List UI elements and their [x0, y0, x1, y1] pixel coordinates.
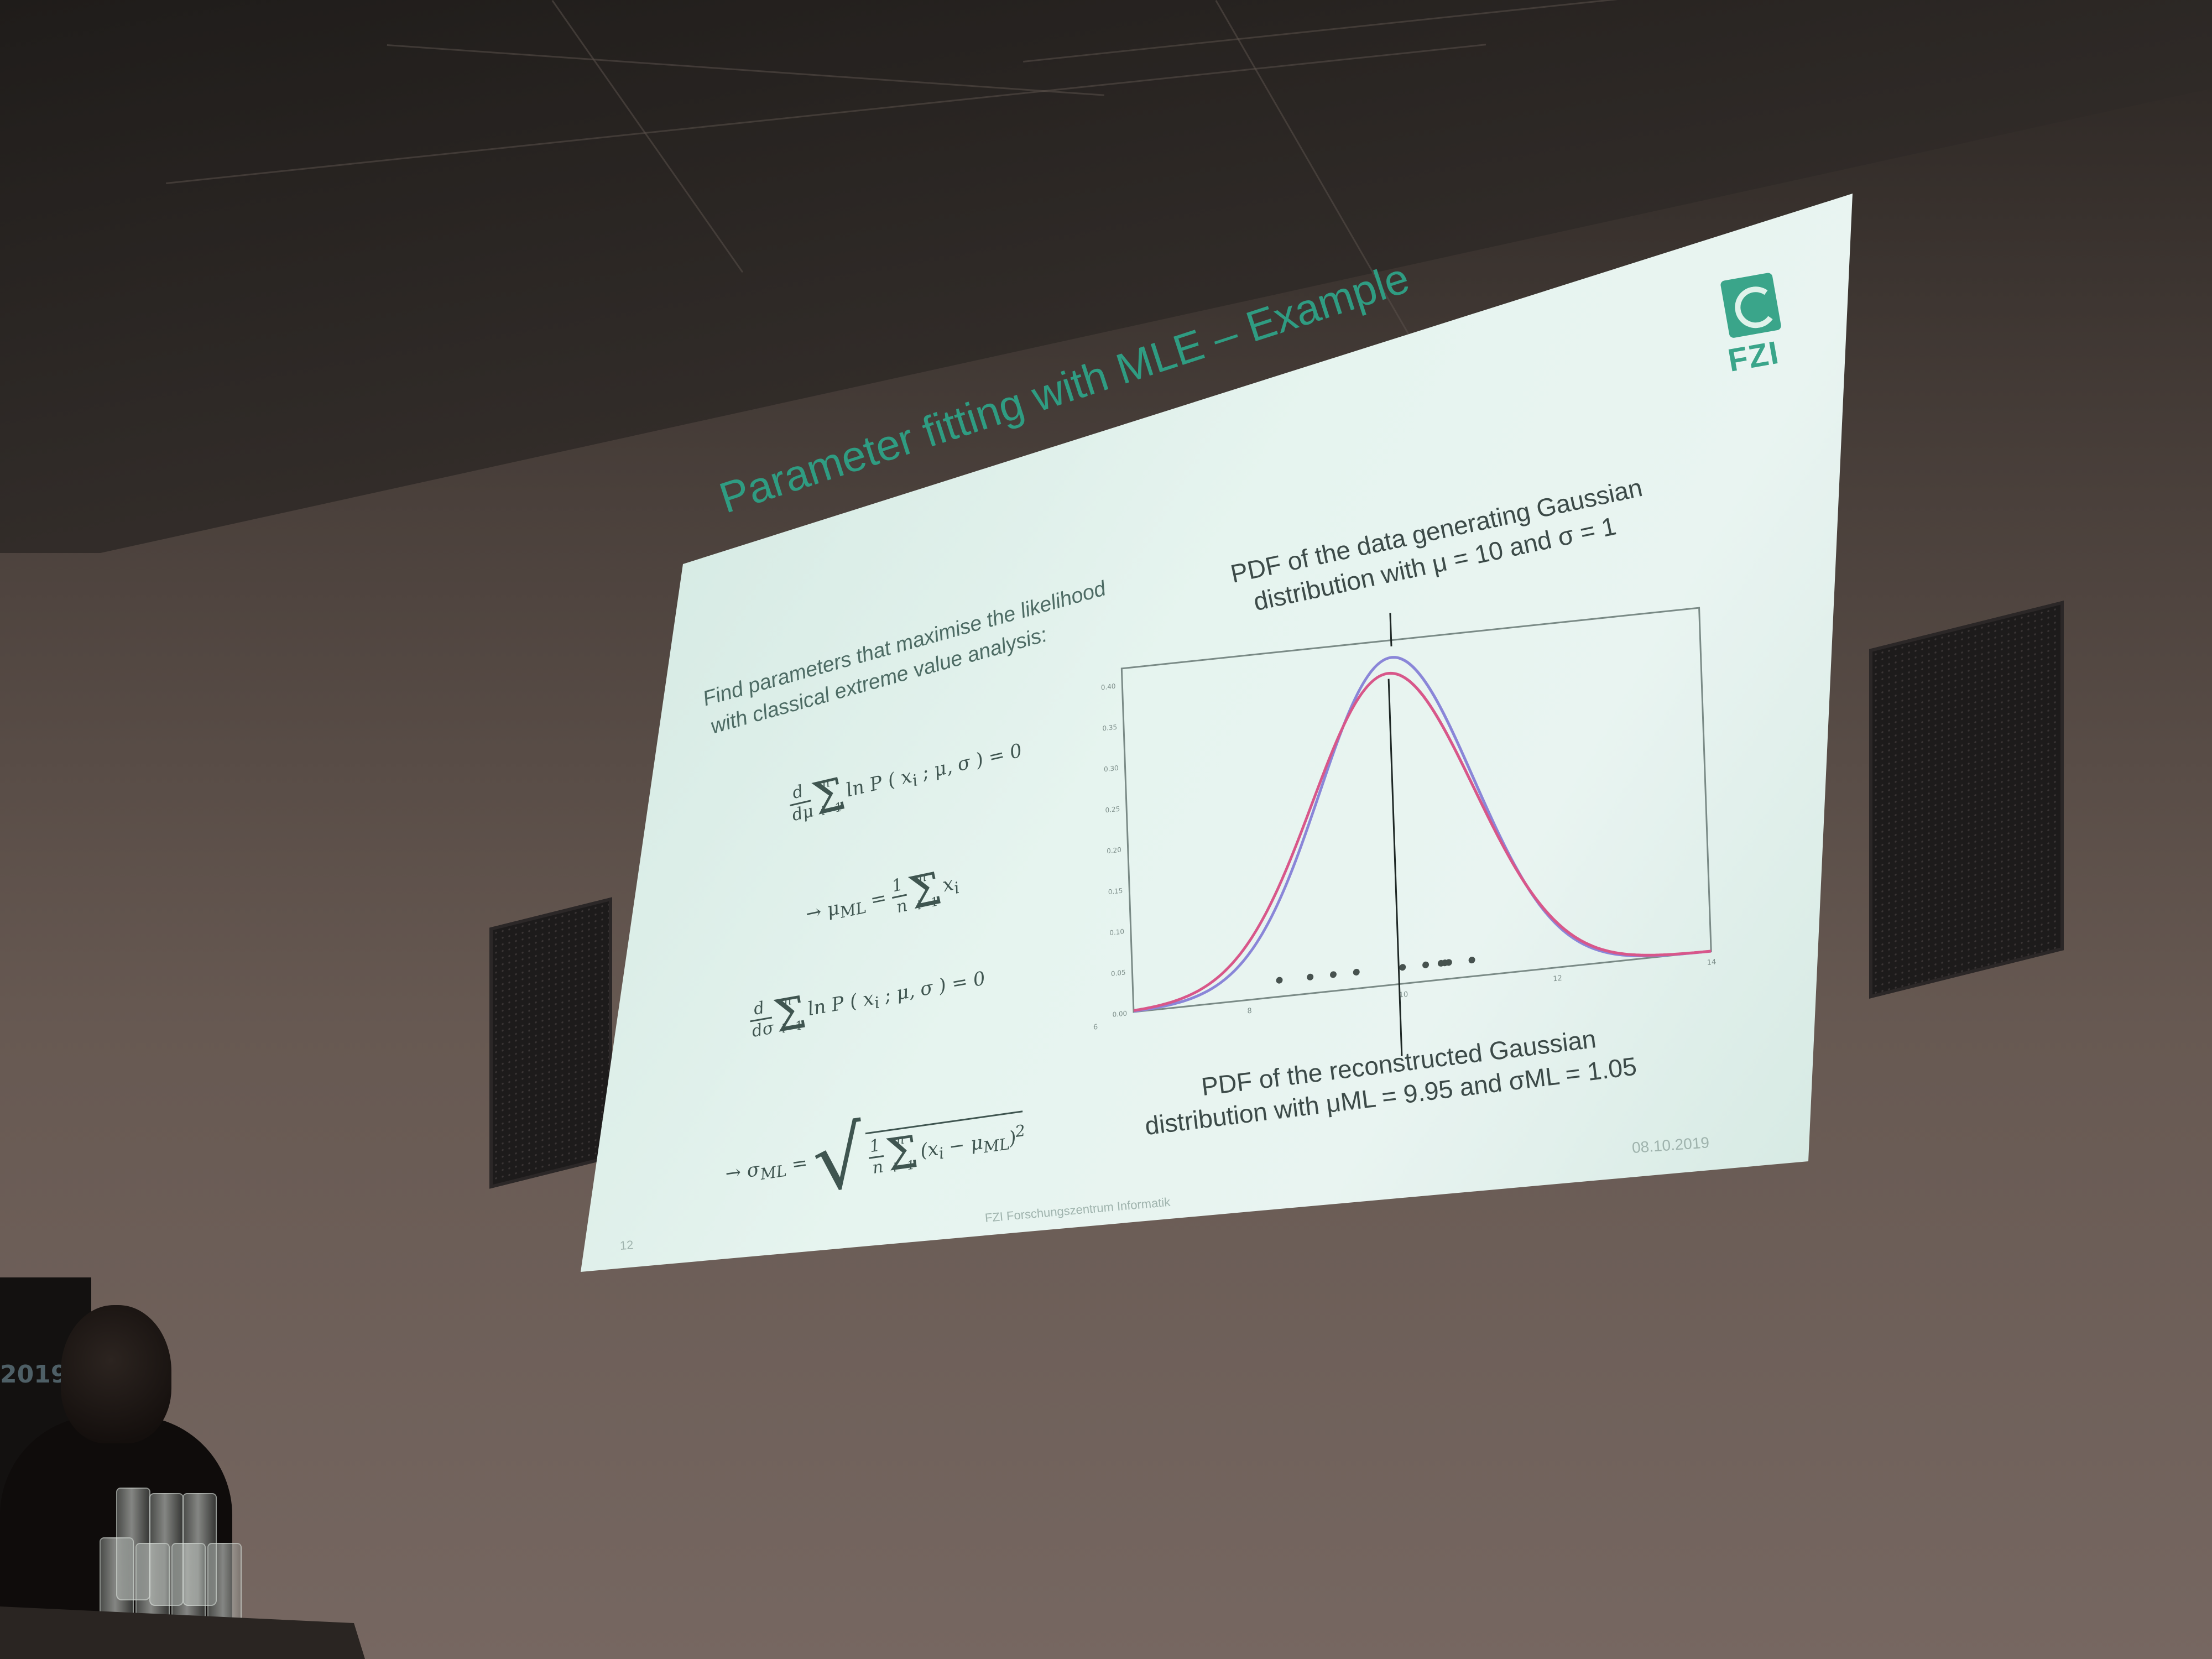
y-tick-label: 0.00: [1112, 1009, 1127, 1019]
slide-page-number: 12: [619, 1238, 634, 1253]
sample-point: [1468, 956, 1475, 964]
y-tick-label: 0.25: [1105, 805, 1120, 815]
x-tick-label: 14: [1707, 958, 1716, 967]
reconstructed-pdf-arrow: [1387, 679, 1403, 1056]
y-tick-label: 0.30: [1104, 764, 1119, 774]
sample-point: [1276, 977, 1283, 984]
podium-badge: 2019: [0, 1360, 68, 1389]
y-tick-label: 0.05: [1111, 968, 1126, 978]
sample-point: [1422, 961, 1430, 968]
sample-point: [1399, 964, 1406, 971]
x-tick-label: 12: [1553, 974, 1562, 984]
sample-point: [1445, 959, 1452, 966]
sample-point: [1330, 971, 1337, 978]
y-tick-label: 0.20: [1107, 846, 1121, 855]
y-tick-label: 0.15: [1108, 886, 1123, 896]
chart-border: [1120, 607, 1712, 1013]
y-tick-label: 0.40: [1101, 682, 1116, 692]
chart-plot-area: 0.00 0.05 0.10 0.15 0.20 0.25 0.30 0.35 0.40 6 8 10…: [1093, 607, 1716, 1056]
x-tick-label: 10: [1399, 990, 1408, 1000]
sample-point: [1353, 968, 1360, 976]
sample-point: [1307, 973, 1314, 980]
reconstructed-pdf-curve: [1133, 671, 1712, 1012]
x-tick-label: 8: [1247, 1007, 1252, 1016]
y-tick-label: 0.35: [1102, 723, 1117, 733]
true-pdf-arrow: [1389, 613, 1392, 646]
x-tick-label: 6: [1093, 1023, 1098, 1032]
y-tick-label: 0.10: [1109, 927, 1124, 937]
speaker-person-head: [61, 1305, 171, 1443]
